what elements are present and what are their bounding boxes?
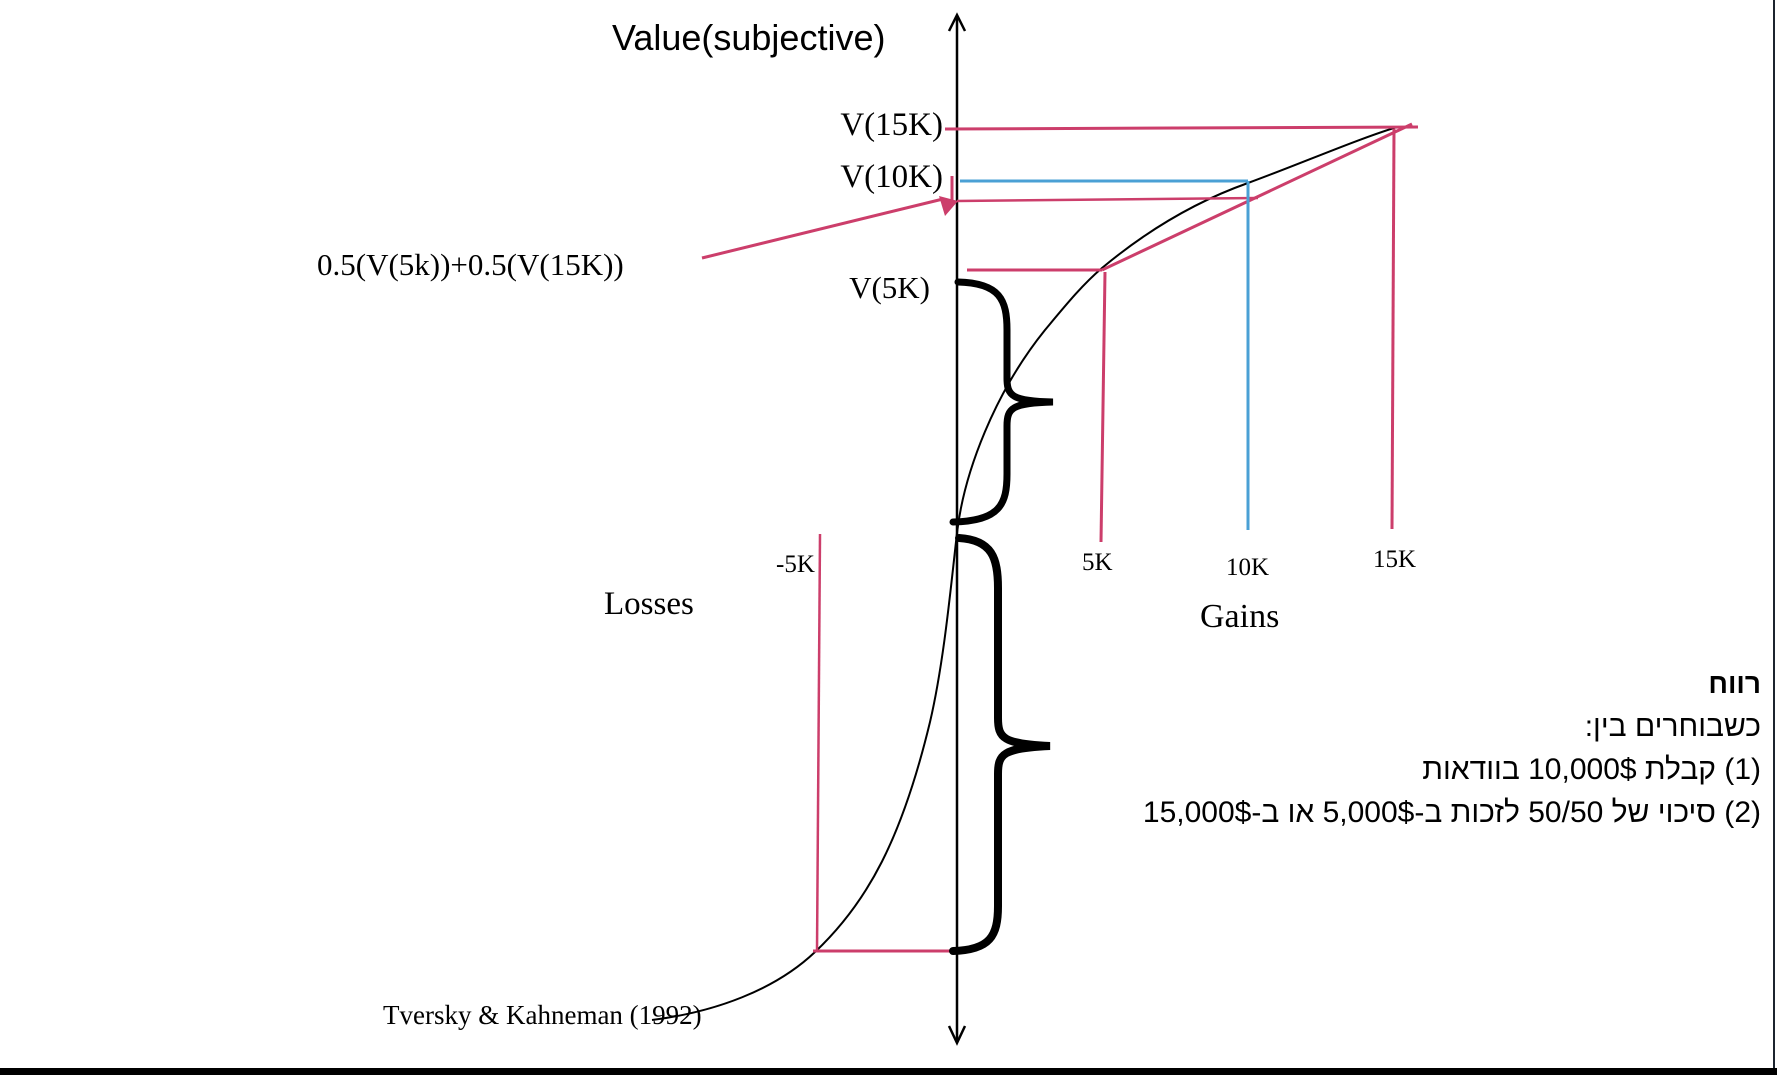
tick-15k-line	[1390, 128, 1396, 530]
y-axis-title: Value(subjective)	[612, 17, 886, 58]
hebrew-note-intro: כשבוחרים בין:	[1584, 710, 1761, 743]
expected-value-label: 0.5(V(5k))+0.5(V(15K))	[317, 247, 624, 282]
tick-10k-label: 10K	[1226, 554, 1270, 581]
losses-label: Losses	[604, 586, 694, 622]
tick-neg5k-line	[815, 533, 822, 952]
source-citation: Tversky & Kahneman (1992)	[383, 1000, 702, 1030]
v5k-label: V(5K)	[849, 270, 930, 305]
axis-arrow-down-icon	[947, 1025, 967, 1046]
tick-neg5k-label: -5K	[776, 551, 815, 578]
expected-value-level-line	[956, 196, 1259, 203]
loss-brace	[949, 534, 1051, 955]
v15k-label: V(15K)	[840, 107, 943, 143]
hebrew-note-title: רווח	[1708, 668, 1761, 699]
expected-value-arrow-icon	[701, 176, 958, 260]
value-curve	[651, 126, 1398, 1021]
hebrew-note: רווח כשבוחרים בין: (1) קבלת 10,000$ בווד…	[1143, 662, 1761, 834]
gain-brace	[949, 278, 1054, 526]
tick-5k-label: 5K	[1082, 549, 1113, 576]
v10k-label: V(10K)	[840, 159, 943, 195]
slide-bottom-border	[0, 1068, 1777, 1075]
slide-right-border	[1773, 0, 1775, 1075]
hebrew-note-option1: (1) קבלת 10,000$ בוודאות	[1422, 753, 1761, 786]
axis-arrow-up-icon	[947, 12, 967, 32]
v15k-level-line	[944, 125, 1419, 131]
hebrew-note-option2: (2) סיכוי של 50/50 לזכות ב-5,000$ או ב-1…	[1142, 796, 1761, 829]
gains-label: Gains	[1200, 598, 1280, 635]
tick-15k-label: 15K	[1373, 546, 1417, 573]
tick-5k-line	[1099, 271, 1107, 543]
